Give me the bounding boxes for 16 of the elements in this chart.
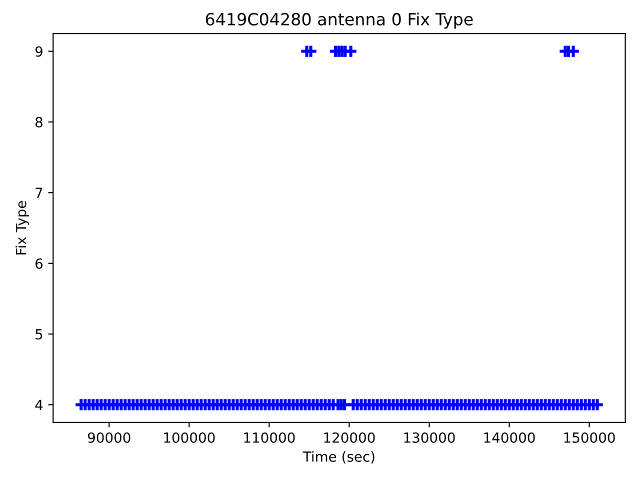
y-tick-label: 7: [36, 188, 42, 198]
x-tick-label: 90000: [88, 432, 130, 443]
x-tick-label: 140000: [484, 432, 535, 443]
y-tick-label: 5: [36, 329, 42, 340]
x-tick-label: 130000: [404, 432, 455, 443]
x-tick-label: 110000: [244, 432, 295, 443]
x-tick-label: 150000: [564, 432, 615, 443]
chart-title: 6419C04280 antenna 0 Fix Type: [206, 12, 473, 29]
y-tick-label: 9: [35, 46, 42, 57]
x-tick-label: 100000: [164, 432, 215, 443]
y-tick-label: 6: [36, 258, 43, 269]
y-tick-label: 8: [36, 116, 42, 128]
y-axis-title: Fix Type: [16, 201, 30, 254]
y-tick-label: 4: [35, 400, 43, 410]
x-axis-title: Time (sec): [302, 451, 374, 464]
x-tick-label: 120000: [324, 432, 375, 443]
